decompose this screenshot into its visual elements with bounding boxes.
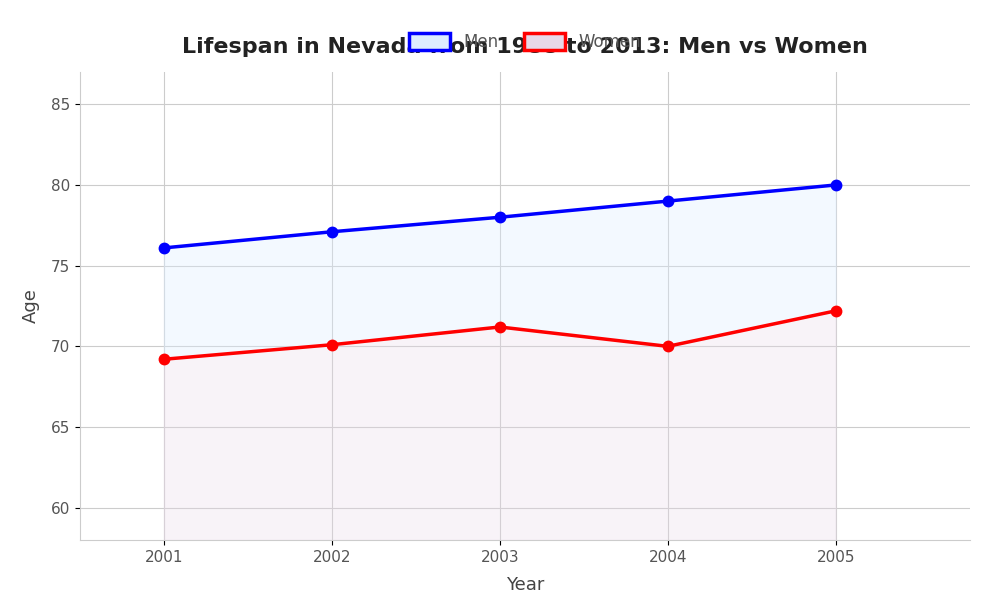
Title: Lifespan in Nevada from 1988 to 2013: Men vs Women: Lifespan in Nevada from 1988 to 2013: Me… [182, 37, 868, 56]
Legend: Men, Women: Men, Women [400, 24, 650, 59]
X-axis label: Year: Year [506, 576, 544, 594]
Y-axis label: Age: Age [22, 289, 40, 323]
